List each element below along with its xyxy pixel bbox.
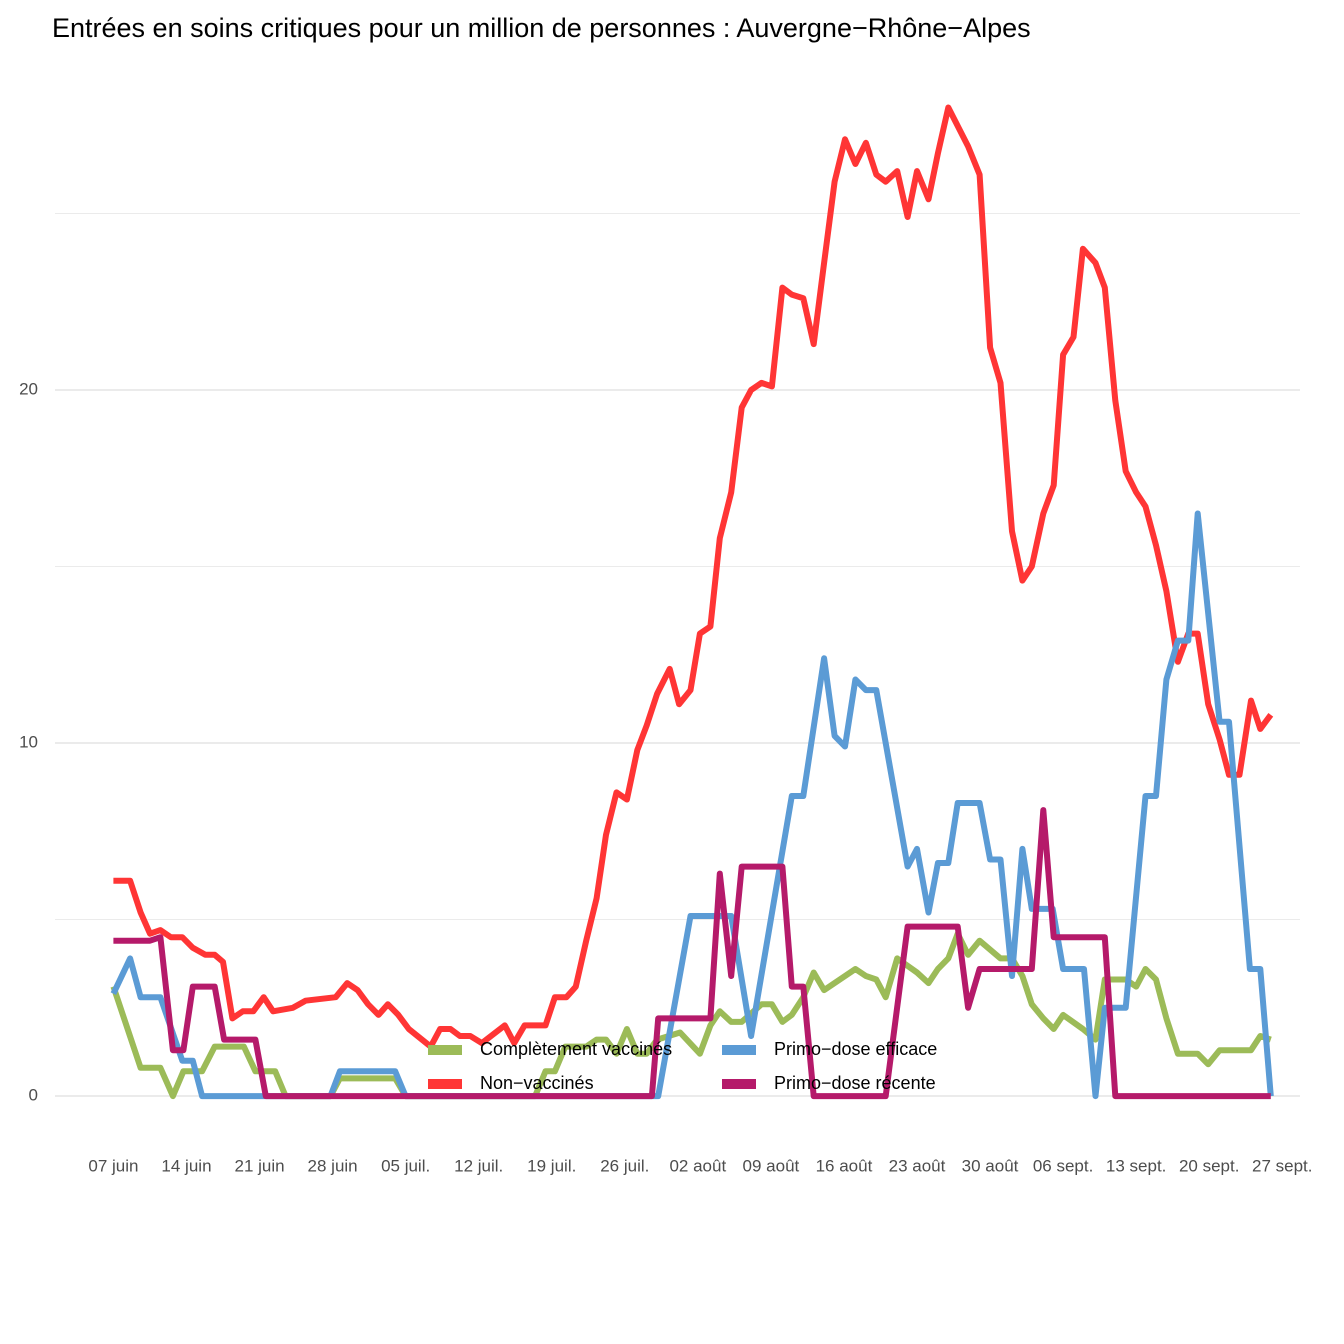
legend-label: Complètement vaccinés: [480, 1039, 672, 1059]
x-tick-label: 19 juil.: [527, 1156, 576, 1175]
x-tick-label: 09 août: [743, 1156, 800, 1175]
legend-label: Primo−dose efficace: [774, 1039, 937, 1059]
x-tick-label: 13 sept.: [1106, 1156, 1167, 1175]
x-tick-label: 06 sept.: [1033, 1156, 1094, 1175]
series-line: [113, 104, 1274, 1050]
x-tick-label: 05 juil.: [381, 1156, 430, 1175]
x-tick-label: 14 juin: [161, 1156, 211, 1175]
x-tick-label: 27 sept.: [1252, 1156, 1313, 1175]
y-tick-label: 10: [19, 732, 38, 751]
x-tick-label: 28 juin: [308, 1156, 358, 1175]
x-tick-label: 23 août: [889, 1156, 946, 1175]
x-tick-label: 26 juil.: [600, 1156, 649, 1175]
x-tick-label: 02 août: [669, 1156, 726, 1175]
x-tick-label: 12 juil.: [454, 1156, 503, 1175]
x-tick-label: 30 août: [962, 1156, 1019, 1175]
legend-swatch: [722, 1045, 756, 1055]
x-tick-label: 20 sept.: [1179, 1156, 1240, 1175]
series-line: [110, 510, 1274, 1100]
x-tick-label: 16 août: [816, 1156, 873, 1175]
legend-swatch: [428, 1079, 462, 1089]
x-tick-label: 07 juin: [88, 1156, 138, 1175]
x-tick-label: 21 juin: [234, 1156, 284, 1175]
chart-title: Entrées en soins critiques pour un milli…: [52, 13, 1031, 43]
y-tick-label: 0: [29, 1086, 38, 1105]
legend-swatch: [428, 1045, 462, 1055]
legend-label: Non−vaccinés: [480, 1073, 594, 1093]
y-tick-label: 20: [19, 379, 38, 398]
series-line: [113, 807, 1271, 1100]
legend-label: Primo−dose récente: [774, 1073, 936, 1093]
legend-swatch: [722, 1079, 756, 1089]
series-line: [110, 930, 1272, 1100]
